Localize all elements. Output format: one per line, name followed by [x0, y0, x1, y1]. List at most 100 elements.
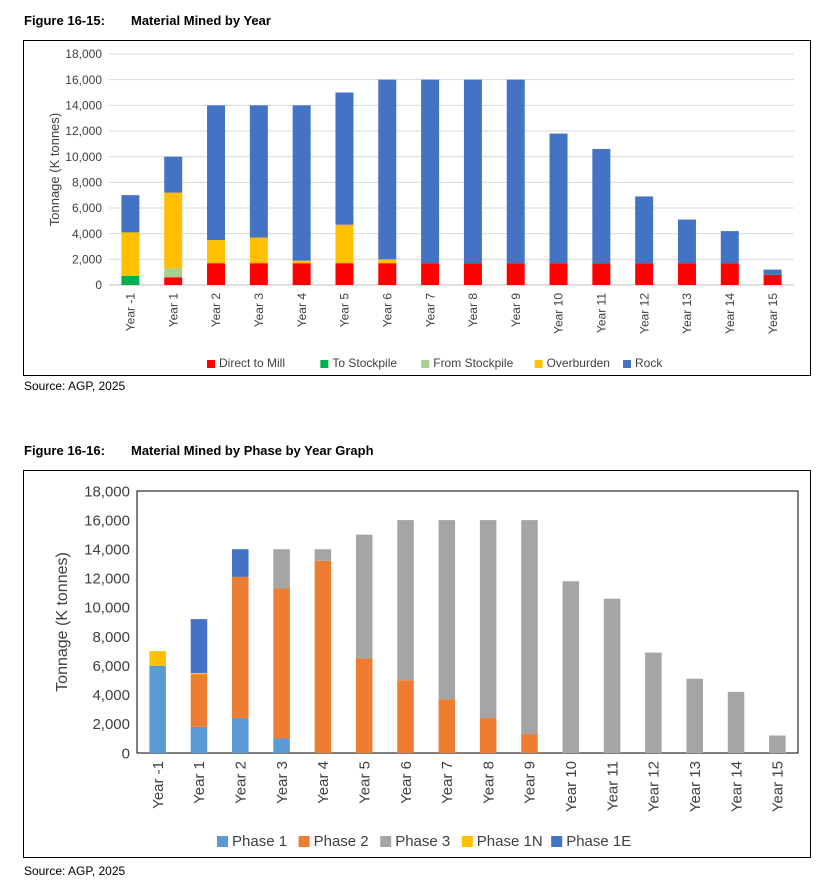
material-mined-by-year-chart: 0 2,000 4,000 6,000 8,000 10,000 12,000 14,000 1…	[47, 47, 794, 370]
bar-segment	[314, 560, 332, 753]
bar-segment	[727, 691, 745, 753]
bar-segment	[549, 263, 568, 285]
bar-segment	[190, 726, 208, 753]
bar-segment	[190, 619, 208, 673]
x-tick-label: Year 3	[274, 761, 291, 804]
x-tick-label: Year 11	[604, 761, 621, 811]
legend-swatch	[461, 836, 473, 847]
bar-segment	[149, 665, 166, 753]
bar-segment	[686, 678, 703, 753]
legend-swatch	[320, 360, 329, 368]
bar-segment	[677, 263, 696, 285]
bar-segment	[207, 263, 226, 285]
bar-segment	[121, 195, 140, 233]
legend-swatch	[217, 836, 228, 847]
x-tick-label: Year 8	[466, 293, 480, 328]
bar-segment	[190, 672, 208, 675]
bar-segment	[164, 268, 183, 278]
figure-source: Source: AGP, 2025	[24, 864, 126, 878]
y-tick-label: 12,000	[65, 124, 102, 138]
y-tick-label: 8,000	[72, 176, 102, 190]
bar-segment	[506, 263, 525, 285]
y-tick-label: 2,000	[92, 716, 130, 733]
legend-label: From Stockpile	[433, 356, 513, 370]
x-tick-label: Year 15	[770, 761, 787, 812]
bar-segment	[335, 92, 354, 225]
legend-swatch	[421, 360, 430, 368]
x-tick-label: Year 5	[338, 293, 352, 328]
x-tick-label: Year 6	[380, 293, 394, 328]
bar-segment	[645, 652, 662, 753]
bar-segment	[121, 276, 140, 285]
bar-segment	[677, 219, 696, 264]
y-tick-label: 6,000	[92, 658, 130, 675]
x-tick-label: Year 4	[295, 293, 309, 328]
bar-segment	[463, 263, 482, 285]
bar-segment	[335, 263, 354, 285]
legend-swatch	[551, 836, 563, 847]
x-tick-label: Year 13	[680, 293, 694, 334]
bar-segment	[592, 263, 611, 285]
bar-segment	[207, 240, 226, 264]
chart-frame: 0 2,000 4,000 6,000 8,000 10,000 12,000 14,000 1…	[23, 470, 811, 858]
legend-label: Rock	[635, 356, 663, 370]
x-tick-label: Year 2	[233, 761, 250, 804]
bar-segment	[164, 156, 183, 193]
bar-segment	[292, 105, 311, 261]
figure-number: Figure 16-15:	[24, 13, 105, 28]
bar-segment	[190, 674, 208, 727]
chart-frame: 0 2,000 4,000 6,000 8,000 10,000 12,000 14,000 1…	[23, 40, 811, 376]
bar-segment	[149, 651, 166, 666]
x-tick-label: Year 3	[252, 293, 266, 328]
bar-segment	[273, 738, 290, 753]
bar-segment	[463, 79, 482, 264]
bar-segment	[355, 658, 373, 753]
x-tick-label: Year 6	[398, 761, 415, 804]
legend-label: Phase 2	[314, 833, 369, 850]
bar-segment	[207, 105, 226, 241]
y-tick-label: 8,000	[92, 629, 130, 646]
y-tick-label: 0	[122, 745, 130, 762]
bar-segment	[635, 196, 654, 264]
figure-title: Material Mined by Phase by Year Graph	[131, 443, 374, 458]
bar-segment	[438, 699, 456, 753]
bar-segment	[164, 277, 183, 285]
figure-caption: Figure 16-16: Material Mined by Phase by …	[24, 443, 374, 458]
bar-segment	[720, 263, 739, 285]
bar-segment	[479, 718, 497, 753]
bar-segment	[635, 263, 654, 285]
bar-segment	[249, 263, 268, 285]
bar-segment	[232, 718, 249, 753]
x-tick-label: Year 12	[646, 761, 663, 812]
y-axis-label: Tonnage (K tonnes)	[47, 113, 62, 226]
bar-segment	[769, 735, 786, 753]
bar-segment	[763, 274, 782, 285]
y-axis-label: Tonnage (K tonnes)	[54, 552, 71, 692]
x-tick-label: Year -1	[150, 761, 167, 809]
bar-segment	[232, 576, 249, 719]
bar-segment	[506, 79, 525, 264]
legend-label: Phase 1N	[477, 833, 543, 850]
bar-segment	[421, 79, 440, 264]
bar-segment	[378, 263, 397, 285]
x-tick-label: Year 14	[728, 761, 745, 812]
bar-segment	[763, 269, 782, 275]
y-tick-label: 6,000	[72, 201, 102, 215]
bar-segment	[164, 192, 183, 269]
y-tick-label: 12,000	[84, 571, 130, 588]
bar-segment	[720, 231, 739, 264]
bar-segment	[292, 260, 311, 264]
x-tick-label: Year -1	[124, 293, 138, 332]
legend-label: Phase 1E	[566, 833, 631, 850]
bar-segment	[121, 232, 140, 277]
x-tick-label: Year 2	[209, 293, 223, 328]
bar-segment	[521, 520, 538, 735]
bar-segment	[378, 79, 397, 260]
legend-label: Overburden	[547, 356, 610, 370]
bar-segment	[355, 534, 373, 659]
figure-number: Figure 16-16:	[24, 443, 105, 458]
y-tick-label: 18,000	[84, 483, 130, 500]
y-tick-label: 2,000	[72, 253, 102, 267]
y-tick-label: 18,000	[65, 47, 102, 61]
y-tick-label: 4,000	[92, 687, 130, 704]
